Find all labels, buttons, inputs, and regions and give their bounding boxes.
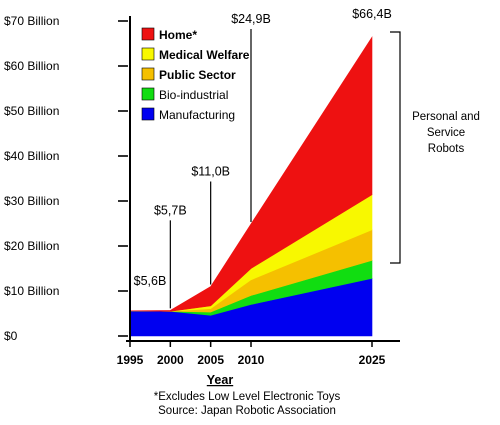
bracket-label: Robots [428,143,465,155]
footnote-excludes: *Excludes Low Level Electronic Toys [154,391,341,403]
annotation-label: $24,9B [231,12,271,26]
bracket-line [390,31,401,264]
legend-swatch [141,107,155,121]
annotation-label: $5,7B [154,203,187,217]
y-tick-label: $30 Billion [4,194,59,208]
y-tick-label: $20 Billion [4,239,59,253]
legend-label: Manufacturing [159,108,235,122]
x-axis-ticks: 1995 2000 2005 2010 2025 [117,341,386,367]
legend-swatch [141,47,155,61]
x-axis-label: Year [207,373,234,387]
legend-swatch [141,27,155,41]
y-tick-label: $60 Billion [4,59,59,73]
y-tick-label: $70 Billion [4,14,59,28]
legend-label: Bio-industrial [159,88,228,102]
x-tick-label: 2005 [197,353,224,367]
legend-label: Home* [159,28,197,42]
legend-label: Public Sector [159,68,236,82]
y-axis-ticks: $0 $10 Billion $20 Billion $30 Billion $40 B… [4,14,128,343]
axes [126,16,400,342]
legend: Home* Medical Welfare Public Sector Bio-ind… [141,27,250,122]
area-home [129,36,373,312]
footnote-source: Source: Japan Robotic Association [158,405,336,417]
y-tick-label: $40 Billion [4,149,59,163]
legend-label: Medical Welfare [159,48,250,62]
annotation-label: $66,4B [352,7,392,21]
series-areas [129,36,373,337]
bracket-label: Service [427,127,465,139]
annotation-label: $11,0B [191,165,230,179]
y-tick-label: $0 [4,329,18,343]
x-tick-label: 2000 [157,353,184,367]
legend-swatch [141,87,155,101]
x-tick-label: 2010 [238,353,265,367]
y-tick-label: $10 Billion [4,284,59,298]
x-tick-label: 1995 [117,353,144,367]
value-annotations: $5,6B $5,7B $11,0B $24,9B $66,4B [134,7,392,309]
y-tick-label: $50 Billion [4,104,59,118]
personal-service-bracket: Personal and Service Robots [390,31,480,264]
legend-swatch [141,67,155,81]
x-tick-label: 2025 [359,353,386,367]
bracket-label: Personal and [412,111,480,123]
annotation-label: $5,6B [134,274,167,288]
